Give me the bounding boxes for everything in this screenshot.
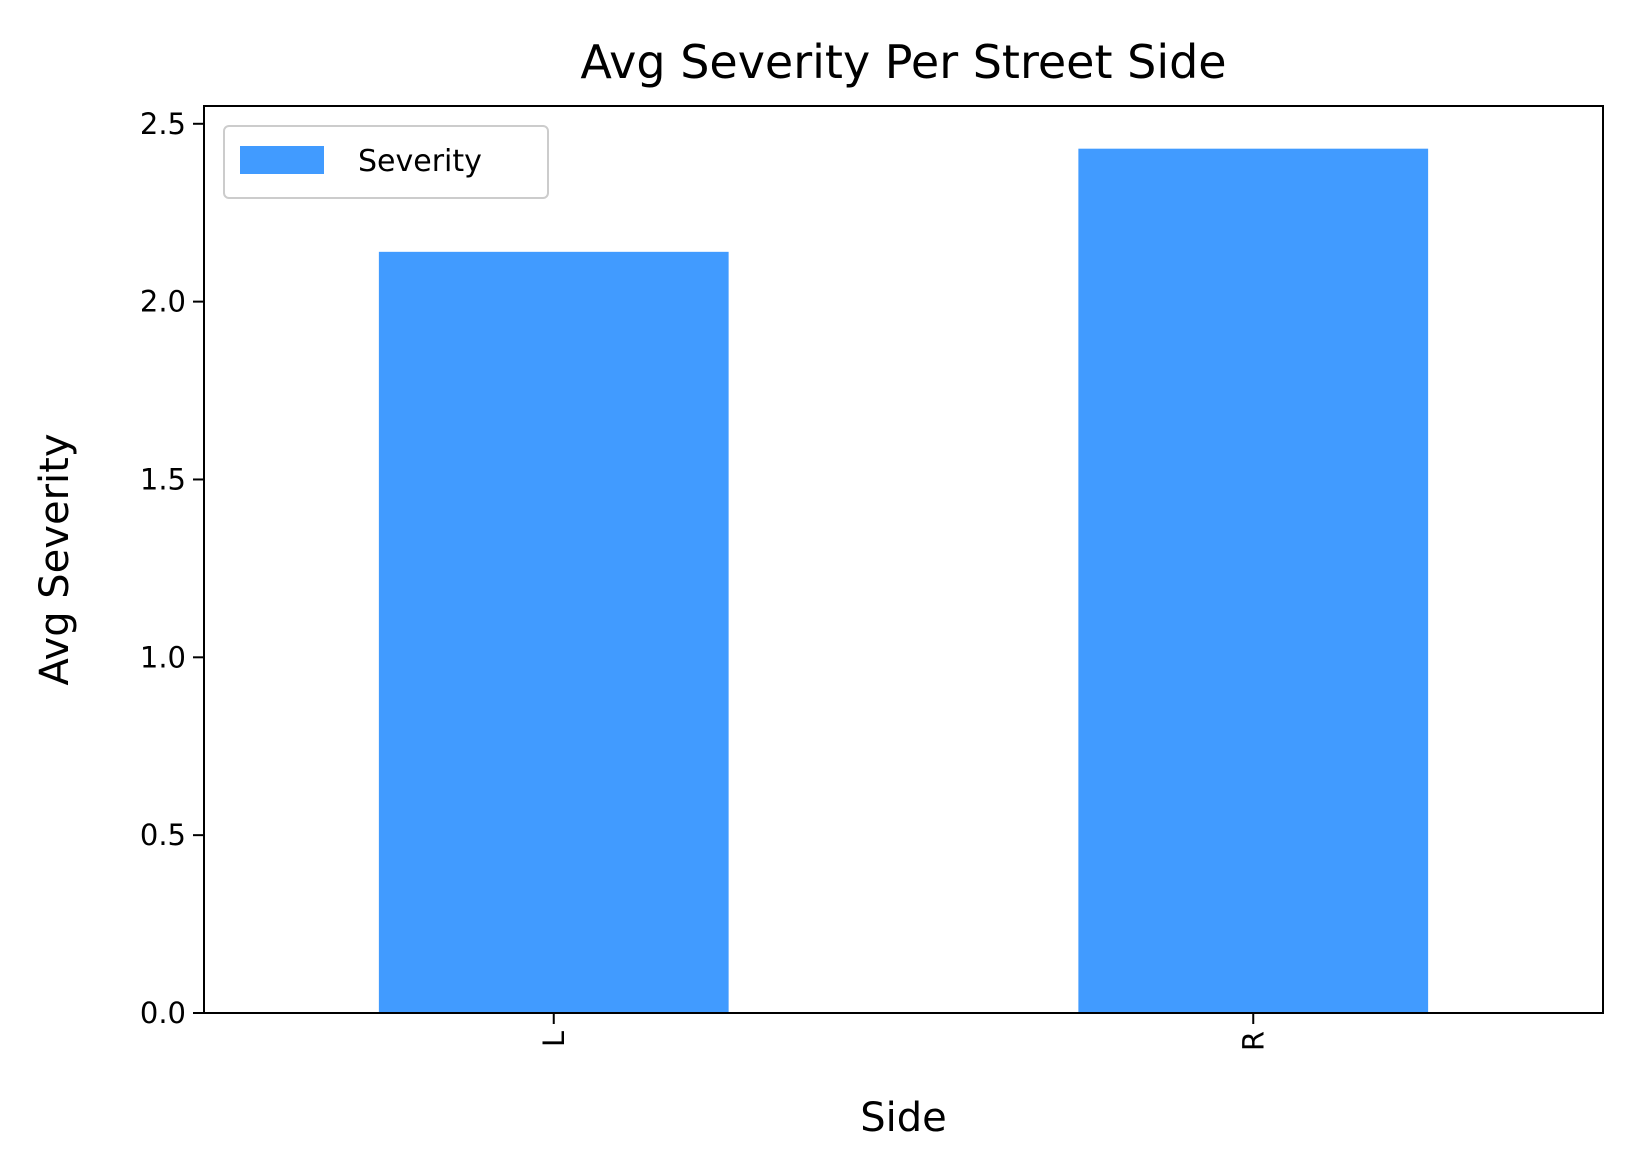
y-tick-label: 2.0: [140, 285, 186, 319]
y-tick-label: 0.0: [140, 996, 186, 1030]
y-axis-label: Avg Severity: [32, 434, 78, 686]
x-tick-label: L: [537, 1031, 571, 1047]
y-tick-label: 1.0: [140, 640, 186, 674]
legend-label-severity: Severity: [358, 144, 482, 179]
bar-r: [1078, 148, 1429, 1013]
x-tick-label: R: [1236, 1031, 1270, 1051]
y-tick-label: 2.5: [140, 107, 186, 141]
plot-frame: [203, 105, 1604, 1014]
chart-title: Avg Severity Per Street Side: [580, 35, 1226, 89]
y-axis: 0.0 0.5 1.0 1.5 2.0 2.5: [140, 107, 204, 1030]
y-tick-label: 1.5: [140, 462, 186, 496]
plot-area: [378, 148, 1429, 1014]
legend-swatch-severity: [240, 146, 324, 174]
legend: Severity: [223, 125, 549, 199]
bar-l: [378, 251, 729, 1014]
y-tick-label: 0.5: [140, 818, 186, 852]
x-axis-label: Side: [860, 1095, 947, 1141]
legend-box: [223, 125, 549, 199]
